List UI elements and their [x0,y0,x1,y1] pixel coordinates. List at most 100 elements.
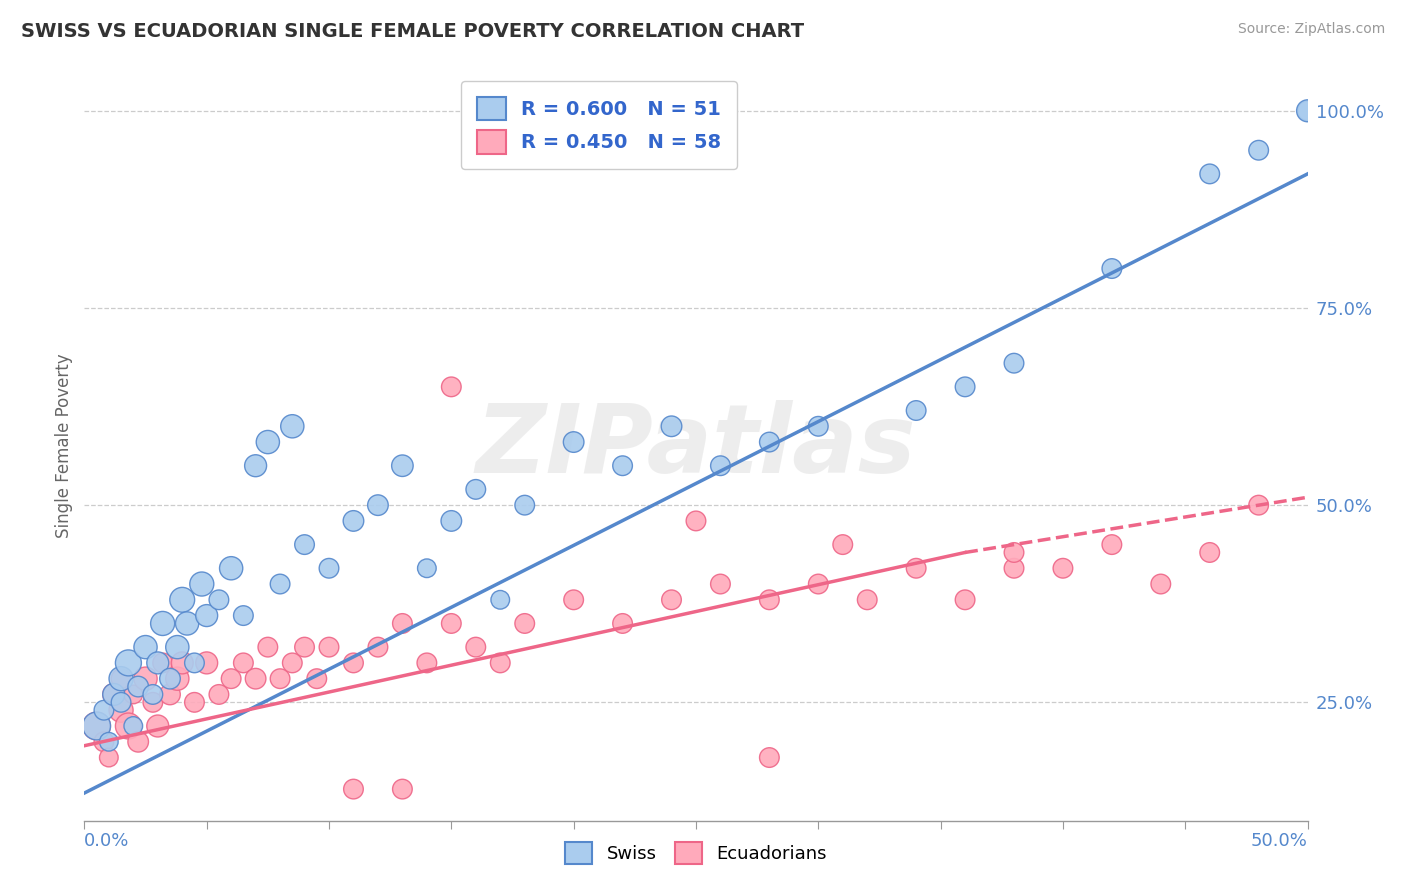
Point [269,577,291,591]
Point [159,672,181,686]
Point [318,640,340,654]
Point [294,640,316,654]
Point [183,656,205,670]
Point [281,419,304,434]
Point [464,483,486,497]
Point [135,640,157,654]
Point [127,735,149,749]
Point [489,592,512,607]
Point [110,695,132,709]
Point [176,616,198,631]
Text: Source: ZipAtlas.com: Source: ZipAtlas.com [1237,22,1385,37]
Point [1247,498,1270,512]
Point [342,514,364,528]
Point [122,688,145,702]
Point [367,640,389,654]
Point [612,616,634,631]
Point [440,514,463,528]
Text: ZIPatlas: ZIPatlas [475,400,917,492]
Point [152,656,174,670]
Point [103,688,125,702]
Point [489,656,512,670]
Point [281,656,304,670]
Text: 50.0%: 50.0% [1251,832,1308,850]
Point [159,688,181,702]
Point [807,577,830,591]
Point [342,782,364,797]
Point [86,719,108,733]
Point [1002,545,1025,559]
Point [318,561,340,575]
Point [232,608,254,623]
Point [562,435,585,450]
Point [685,514,707,528]
Point [1198,167,1220,181]
Point [110,672,132,686]
Point [612,458,634,473]
Point [758,750,780,764]
Text: SWISS VS ECUADORIAN SINGLE FEMALE POVERTY CORRELATION CHART: SWISS VS ECUADORIAN SINGLE FEMALE POVERT… [21,22,804,41]
Point [562,592,585,607]
Point [391,616,413,631]
Point [416,656,439,670]
Point [117,719,139,733]
Y-axis label: Single Female Poverty: Single Female Poverty [55,354,73,538]
Point [142,695,165,709]
Point [127,680,149,694]
Point [1052,561,1074,575]
Point [232,656,254,670]
Point [166,672,188,686]
Point [342,656,364,670]
Point [93,703,115,717]
Legend: Swiss, Ecuadorians: Swiss, Ecuadorians [558,835,834,871]
Point [172,656,194,670]
Point [1002,561,1025,575]
Point [391,458,413,473]
Point [1150,577,1173,591]
Point [709,577,731,591]
Point [103,688,125,702]
Point [953,592,976,607]
Point [391,782,413,797]
Point [245,672,267,686]
Point [269,672,291,686]
Point [905,403,928,417]
Point [440,616,463,631]
Point [856,592,879,607]
Point [1247,143,1270,157]
Point [142,688,165,702]
Point [219,672,242,686]
Point [758,592,780,607]
Point [135,672,157,686]
Point [97,735,120,749]
Point [807,419,830,434]
Point [831,538,853,552]
Point [208,592,231,607]
Point [172,592,194,607]
Point [257,640,280,654]
Point [464,640,486,654]
Point [117,656,139,670]
Point [195,608,218,623]
Point [513,498,536,512]
Point [1296,103,1319,118]
Point [97,750,120,764]
Point [294,538,316,552]
Point [367,498,389,512]
Point [86,719,108,733]
Point [195,656,218,670]
Point [1101,538,1123,552]
Point [219,561,242,575]
Point [110,703,132,717]
Point [208,688,231,702]
Point [416,561,439,575]
Point [1002,356,1025,370]
Point [166,640,188,654]
Point [146,656,169,670]
Point [183,695,205,709]
Point [122,719,145,733]
Point [93,735,115,749]
Point [905,561,928,575]
Point [1296,103,1319,118]
Point [661,592,683,607]
